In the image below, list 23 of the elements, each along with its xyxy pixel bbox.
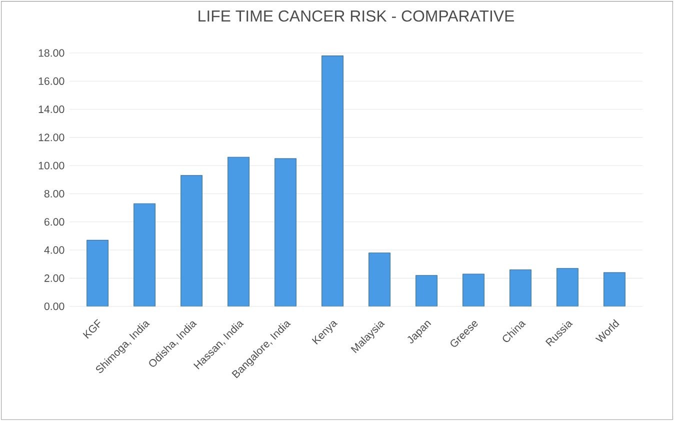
bar <box>274 158 296 306</box>
y-tick-label: 18.00 <box>38 49 64 57</box>
bar <box>228 156 250 306</box>
y-tick-label: 2.00 <box>44 274 64 282</box>
bar <box>368 252 390 306</box>
bar <box>604 272 626 306</box>
bar <box>510 269 532 306</box>
y-tick-label: 16.00 <box>38 77 64 85</box>
y-tick-label: 10.00 <box>38 162 64 170</box>
y-tick-label: 0.00 <box>44 302 64 310</box>
y-tick-label: 14.00 <box>38 106 64 114</box>
bar <box>462 274 484 306</box>
y-tick-label: 6.00 <box>44 218 64 226</box>
bar <box>322 56 344 306</box>
y-tick-label: 12.00 <box>38 134 64 142</box>
bar <box>556 268 578 306</box>
y-tick-label: 8.00 <box>44 190 64 198</box>
bar <box>180 175 202 306</box>
bar <box>416 275 438 306</box>
chart-title: LIFE TIME CANCER RISK - COMPARATIVE <box>198 10 514 22</box>
y-tick-label: 4.00 <box>44 246 64 254</box>
bar <box>134 203 156 306</box>
bar <box>86 240 108 306</box>
